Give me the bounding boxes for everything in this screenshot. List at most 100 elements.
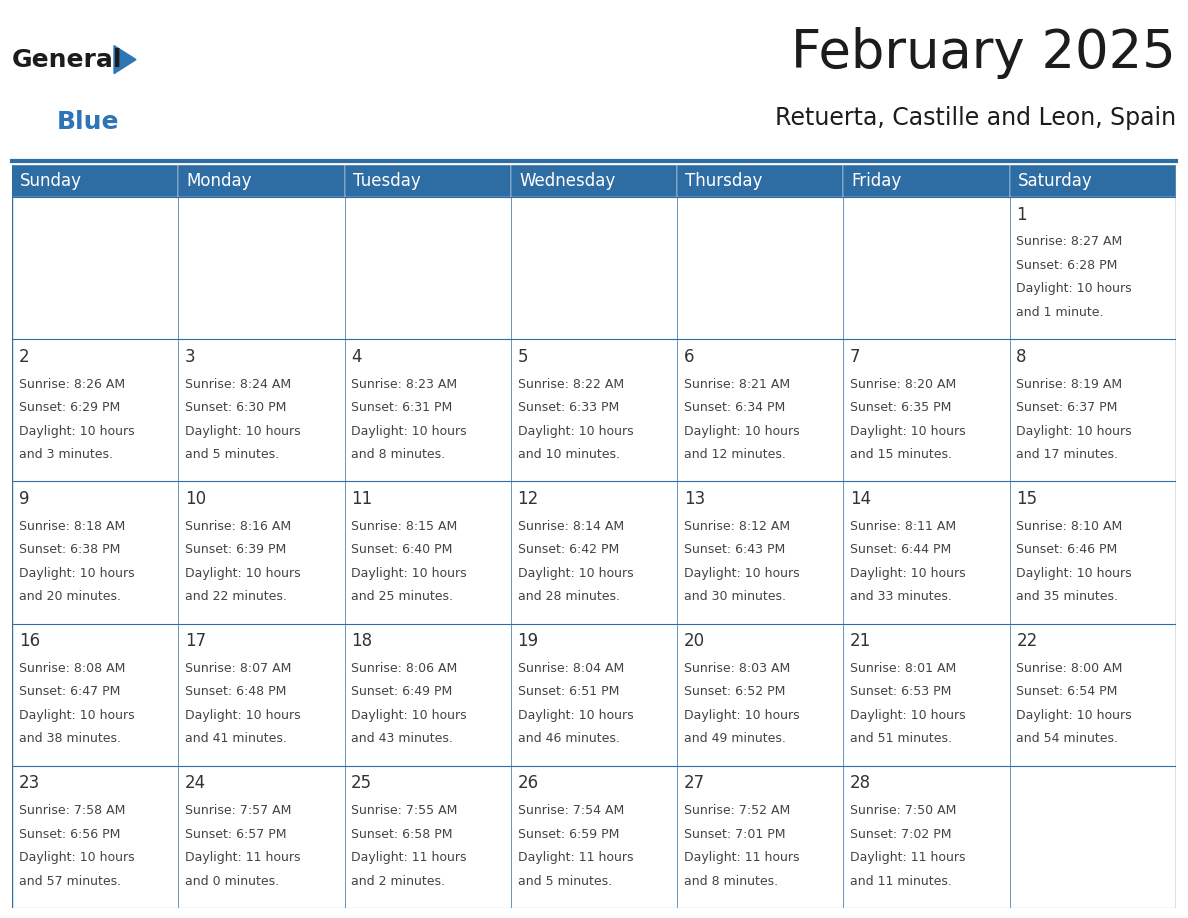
Text: Daylight: 10 hours: Daylight: 10 hours [684, 709, 800, 722]
Text: Sunrise: 8:03 AM: Sunrise: 8:03 AM [684, 662, 790, 675]
Bar [511, 197, 677, 339]
Text: Sunset: 6:43 PM: Sunset: 6:43 PM [684, 543, 785, 556]
Text: Retuerta, Castille and Leon, Spain: Retuerta, Castille and Leon, Spain [775, 106, 1176, 130]
Text: Sunset: 6:46 PM: Sunset: 6:46 PM [1017, 543, 1118, 556]
Text: Daylight: 11 hours: Daylight: 11 hours [185, 851, 301, 864]
Text: Thursday: Thursday [685, 172, 763, 190]
Text: Sunset: 6:35 PM: Sunset: 6:35 PM [851, 401, 952, 414]
Text: and 11 minutes.: and 11 minutes. [851, 875, 952, 888]
Bar [843, 165, 1010, 197]
Bar [345, 481, 511, 623]
Text: Sunrise: 8:26 AM: Sunrise: 8:26 AM [19, 377, 125, 390]
Text: Daylight: 10 hours: Daylight: 10 hours [352, 709, 467, 722]
Text: and 1 minute.: and 1 minute. [1017, 306, 1104, 319]
Text: and 35 minutes.: and 35 minutes. [1017, 590, 1118, 603]
Text: and 38 minutes.: and 38 minutes. [19, 733, 121, 745]
Text: Daylight: 10 hours: Daylight: 10 hours [352, 566, 467, 580]
Text: Daylight: 10 hours: Daylight: 10 hours [684, 424, 800, 438]
Text: Sunset: 6:58 PM: Sunset: 6:58 PM [352, 828, 453, 841]
Text: Daylight: 10 hours: Daylight: 10 hours [19, 566, 134, 580]
Text: and 20 minutes.: and 20 minutes. [19, 590, 121, 603]
Text: 6: 6 [684, 348, 694, 365]
Text: 20: 20 [684, 633, 704, 650]
Text: Sunrise: 8:08 AM: Sunrise: 8:08 AM [19, 662, 125, 675]
Text: Daylight: 11 hours: Daylight: 11 hours [684, 851, 800, 864]
Text: and 46 minutes.: and 46 minutes. [518, 733, 619, 745]
Text: Sunrise: 8:00 AM: Sunrise: 8:00 AM [1017, 662, 1123, 675]
Text: 7: 7 [851, 348, 860, 365]
Text: and 41 minutes.: and 41 minutes. [185, 733, 286, 745]
Text: 17: 17 [185, 633, 206, 650]
Text: 21: 21 [851, 633, 871, 650]
Text: 16: 16 [19, 633, 39, 650]
Text: and 51 minutes.: and 51 minutes. [851, 733, 952, 745]
Text: Tuesday: Tuesday [353, 172, 421, 190]
Bar [345, 623, 511, 766]
Text: Sunset: 6:37 PM: Sunset: 6:37 PM [1017, 401, 1118, 414]
Bar [511, 339, 677, 481]
Text: Sunset: 6:29 PM: Sunset: 6:29 PM [19, 401, 120, 414]
Bar [178, 165, 345, 197]
Text: and 25 minutes.: and 25 minutes. [352, 590, 454, 603]
Text: and 33 minutes.: and 33 minutes. [851, 590, 952, 603]
Text: Sunrise: 8:27 AM: Sunrise: 8:27 AM [1017, 235, 1123, 249]
Text: Sunrise: 8:04 AM: Sunrise: 8:04 AM [518, 662, 624, 675]
Text: Friday: Friday [852, 172, 902, 190]
Text: and 2 minutes.: and 2 minutes. [352, 875, 446, 888]
Text: Sunrise: 8:16 AM: Sunrise: 8:16 AM [185, 520, 291, 532]
Text: Sunrise: 7:57 AM: Sunrise: 7:57 AM [185, 804, 291, 817]
Text: Sunrise: 8:24 AM: Sunrise: 8:24 AM [185, 377, 291, 390]
Text: Sunrise: 8:10 AM: Sunrise: 8:10 AM [1017, 520, 1123, 532]
Text: Sunrise: 8:07 AM: Sunrise: 8:07 AM [185, 662, 291, 675]
Text: Sunset: 6:38 PM: Sunset: 6:38 PM [19, 543, 120, 556]
Text: Sunset: 6:52 PM: Sunset: 6:52 PM [684, 686, 785, 699]
Text: Blue: Blue [57, 109, 120, 134]
Text: Sunrise: 8:01 AM: Sunrise: 8:01 AM [851, 662, 956, 675]
Text: 13: 13 [684, 490, 704, 508]
Text: and 17 minutes.: and 17 minutes. [1017, 448, 1118, 461]
Text: 12: 12 [518, 490, 539, 508]
Text: 18: 18 [352, 633, 372, 650]
Text: Sunset: 6:40 PM: Sunset: 6:40 PM [352, 543, 453, 556]
Text: and 10 minutes.: and 10 minutes. [518, 448, 619, 461]
Bar [12, 623, 178, 766]
Bar [178, 623, 345, 766]
Text: Sunrise: 7:55 AM: Sunrise: 7:55 AM [352, 804, 457, 817]
Text: and 57 minutes.: and 57 minutes. [19, 875, 121, 888]
Text: Sunset: 6:31 PM: Sunset: 6:31 PM [352, 401, 453, 414]
Text: Daylight: 10 hours: Daylight: 10 hours [1017, 424, 1132, 438]
Text: Sunset: 6:44 PM: Sunset: 6:44 PM [851, 543, 952, 556]
Polygon shape [114, 46, 135, 73]
Text: 2: 2 [19, 348, 30, 365]
Bar [178, 197, 345, 339]
Text: Sunset: 6:53 PM: Sunset: 6:53 PM [851, 686, 952, 699]
Text: 15: 15 [1017, 490, 1037, 508]
Text: Daylight: 10 hours: Daylight: 10 hours [185, 424, 301, 438]
Text: Sunrise: 7:52 AM: Sunrise: 7:52 AM [684, 804, 790, 817]
Text: Sunset: 6:28 PM: Sunset: 6:28 PM [1017, 259, 1118, 272]
Text: 3: 3 [185, 348, 196, 365]
Text: Wednesday: Wednesday [519, 172, 615, 190]
Text: and 49 minutes.: and 49 minutes. [684, 733, 785, 745]
Text: Sunrise: 7:58 AM: Sunrise: 7:58 AM [19, 804, 125, 817]
Bar [345, 766, 511, 908]
Bar [677, 197, 843, 339]
Bar [843, 766, 1010, 908]
Text: and 28 minutes.: and 28 minutes. [518, 590, 619, 603]
Text: Daylight: 11 hours: Daylight: 11 hours [352, 851, 467, 864]
Text: Sunset: 6:54 PM: Sunset: 6:54 PM [1017, 686, 1118, 699]
Text: Sunset: 6:42 PM: Sunset: 6:42 PM [518, 543, 619, 556]
Text: 8: 8 [1017, 348, 1026, 365]
Text: and 12 minutes.: and 12 minutes. [684, 448, 785, 461]
Text: and 22 minutes.: and 22 minutes. [185, 590, 286, 603]
Text: Daylight: 10 hours: Daylight: 10 hours [1017, 283, 1132, 296]
Text: Daylight: 10 hours: Daylight: 10 hours [185, 566, 301, 580]
Bar [843, 339, 1010, 481]
Text: Sunset: 6:33 PM: Sunset: 6:33 PM [518, 401, 619, 414]
Text: and 5 minutes.: and 5 minutes. [518, 875, 612, 888]
Bar [12, 481, 178, 623]
Text: Sunset: 6:51 PM: Sunset: 6:51 PM [518, 686, 619, 699]
Text: and 43 minutes.: and 43 minutes. [352, 733, 453, 745]
Text: 19: 19 [518, 633, 538, 650]
Bar [1010, 165, 1176, 197]
